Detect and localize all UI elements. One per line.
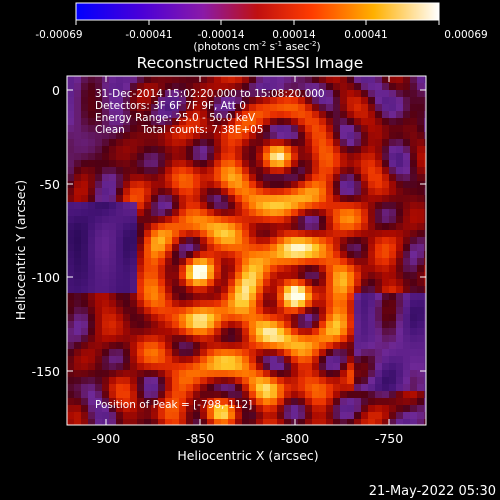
x-tick-label: -800: [281, 431, 309, 446]
x-tick-label: -750: [375, 431, 403, 446]
colorbar-tick-label: 0.00041: [344, 29, 387, 41]
colorbar-unit-label: (photons cm-2 s-1 asec-2): [193, 40, 320, 53]
image-annotations: 31-Dec-2014 15:02:20.000 to 15:08:20.000…: [95, 88, 325, 411]
footer-timestamp: 21-May-2022 05:30: [369, 484, 496, 499]
colorbar: -0.00069 -0.00041 -0.00014 0.00014 0.000…: [35, 2, 488, 53]
y-tick-label: -150: [32, 364, 60, 379]
annotation-energy-range: Energy Range: 25.0 - 50.0 keV: [95, 112, 256, 124]
colorbar-gradient: [75, 2, 440, 21]
annotation-peak-position: Position of Peak = [-798,-112]: [95, 399, 252, 411]
rhessi-image: [67, 76, 426, 425]
y-axis-label: Heliocentric Y (arcsec): [13, 180, 28, 320]
x-tick-label: -850: [186, 431, 214, 446]
y-tick-label: 0: [52, 83, 60, 98]
colorbar-tick-label: -0.00014: [197, 29, 245, 41]
colorbar-ticks: [75, 20, 440, 25]
colorbar-tick-label: 0.00014: [272, 29, 316, 41]
annotation-detectors: Detectors: 3F 6F 7F 9F, Att 0: [95, 100, 246, 112]
colorbar-tick-label: -0.00069: [35, 29, 82, 41]
annotation-clean-counts: Clean Total counts: 7.38E+05: [95, 124, 264, 136]
x-axis-label: Heliocentric X (arcsec): [177, 448, 318, 463]
colorbar-tick-label: -0.00041: [125, 29, 172, 41]
x-axis-ticks: [105, 76, 390, 425]
y-axis-ticks: [67, 89, 426, 372]
plot-frame: [66, 75, 427, 426]
y-tick-label: -50: [40, 177, 60, 192]
image-pixels: [67, 76, 426, 425]
colorbar-tick-label: 0.00069: [444, 29, 487, 41]
y-tick-label: -100: [32, 270, 60, 285]
plot-title: Reconstructed RHESSI Image: [137, 54, 364, 72]
x-tick-label: -900: [92, 431, 120, 446]
annotation-time-range: 31-Dec-2014 15:02:20.000 to 15:08:20.000: [95, 88, 325, 100]
